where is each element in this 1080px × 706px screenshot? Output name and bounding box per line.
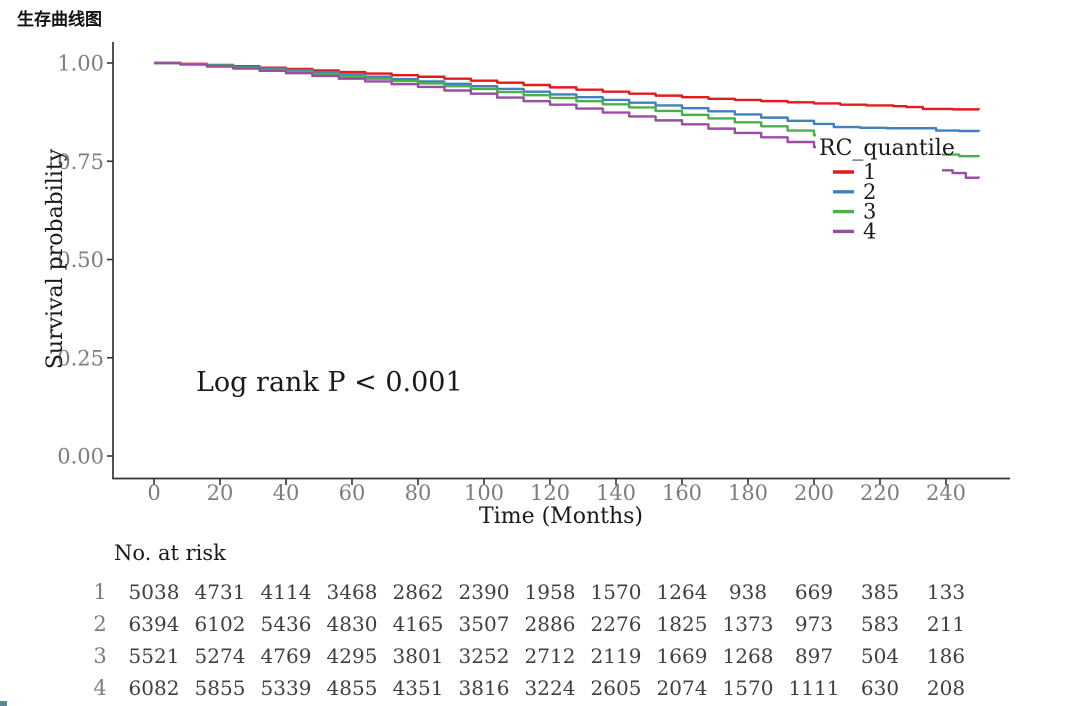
risk-value: 1958 [525,580,576,604]
risk-value: 4165 [393,612,444,636]
risk-value: 1264 [657,580,708,604]
risk-value: 504 [861,644,899,668]
risk-value: 4769 [261,644,312,668]
risk-value: 3507 [459,612,510,636]
risk-value: 3801 [393,644,444,668]
y-tick-label: 0.00 [57,445,104,469]
x-axis-title: Time (Months) [479,504,643,529]
risk-value: 2712 [525,644,576,668]
x-tick-label: 40 [273,481,300,505]
risk-value: 5855 [195,676,246,700]
risk-value: 1268 [723,644,774,668]
risk-value: 2390 [459,580,510,604]
x-tick-label: 200 [794,481,834,505]
legend-label-1: 1 [863,160,876,184]
risk-value: 6394 [129,612,180,636]
legend-label-3: 3 [863,200,876,224]
risk-row-label: 1 [93,580,106,604]
risk-value: 1825 [657,612,708,636]
risk-value: 3252 [459,644,510,668]
y-axis-ticks: 0.00 0.25 0.50 0.75 1.00 [57,52,114,469]
risk-value: 669 [795,580,833,604]
risk-value: 5038 [129,580,180,604]
x-tick-label: 180 [728,481,768,505]
risk-value: 1111 [789,676,840,700]
risk-value: 5436 [261,612,312,636]
risk-value: 2074 [657,676,708,700]
risk-value: 133 [927,580,965,604]
x-tick-label: 220 [860,481,900,505]
x-tick-label: 60 [339,481,366,505]
risk-value: 897 [795,644,833,668]
legend-label-4: 4 [863,219,876,243]
risk-value: 6082 [129,676,180,700]
y-tick-label: 0.25 [57,346,104,370]
risk-value: 1373 [723,612,774,636]
x-tick-label: 20 [207,481,234,505]
risk-value: 4295 [327,644,378,668]
risk-value: 208 [927,676,965,700]
log-rank-annotation: Log rank P < 0.001 [196,367,463,398]
risk-row-label: 3 [93,644,106,668]
risk-table-rows: 1 5038 4731 4114 3468 2862 2390 1958 1570 1264 938… [93,580,965,700]
risk-value: 186 [927,644,965,668]
risk-value: 583 [861,612,899,636]
risk-value: 938 [729,580,767,604]
x-tick-label: 140 [596,481,636,505]
risk-value: 1570 [723,676,774,700]
risk-value: 211 [927,612,965,636]
y-tick-label: 0.75 [57,150,104,174]
risk-value: 5339 [261,676,312,700]
survival-curve-2 [154,61,981,133]
risk-value: 4114 [261,580,312,604]
risk-value: 3816 [459,676,510,700]
risk-value: 1570 [591,580,642,604]
risk-value: 3224 [525,676,576,700]
risk-value: 3468 [327,580,378,604]
risk-value: 2119 [591,644,642,668]
risk-value: 2276 [591,612,642,636]
risk-value: 973 [795,612,833,636]
risk-value: 2605 [591,676,642,700]
y-axis-title: Survival probability [43,148,68,369]
x-tick-label: 100 [464,481,504,505]
risk-value: 5521 [129,644,180,668]
risk-table-title: No. at risk [114,541,226,565]
risk-value: 630 [861,676,899,700]
risk-value: 4351 [393,676,444,700]
risk-value: 1669 [657,644,708,668]
risk-value: 2862 [393,580,444,604]
x-tick-label: 240 [926,481,966,505]
risk-row-label: 4 [93,676,106,700]
corner-clipped-glyph [0,701,7,706]
risk-value: 4830 [327,612,378,636]
risk-value: 4731 [195,580,246,604]
risk-value: 2886 [525,612,576,636]
y-tick-label: 1.00 [57,52,104,76]
risk-row-label: 2 [93,612,106,636]
x-tick-label: 160 [662,481,702,505]
risk-value: 4855 [327,676,378,700]
legend-label-2: 2 [863,180,876,204]
risk-value: 5274 [195,644,246,668]
risk-value: 385 [861,580,899,604]
y-tick-label: 0.50 [57,248,104,272]
x-tick-label: 120 [530,481,570,505]
risk-value: 6102 [195,612,246,636]
page-title: 生存曲线图 [17,10,102,29]
x-axis-ticks: 0 20 40 60 80 100 120 140 160 180 200 220 240 [147,478,966,505]
x-tick-label: 0 [147,481,160,505]
x-tick-label: 80 [405,481,432,505]
legend-title: RC_quantile [819,136,955,161]
